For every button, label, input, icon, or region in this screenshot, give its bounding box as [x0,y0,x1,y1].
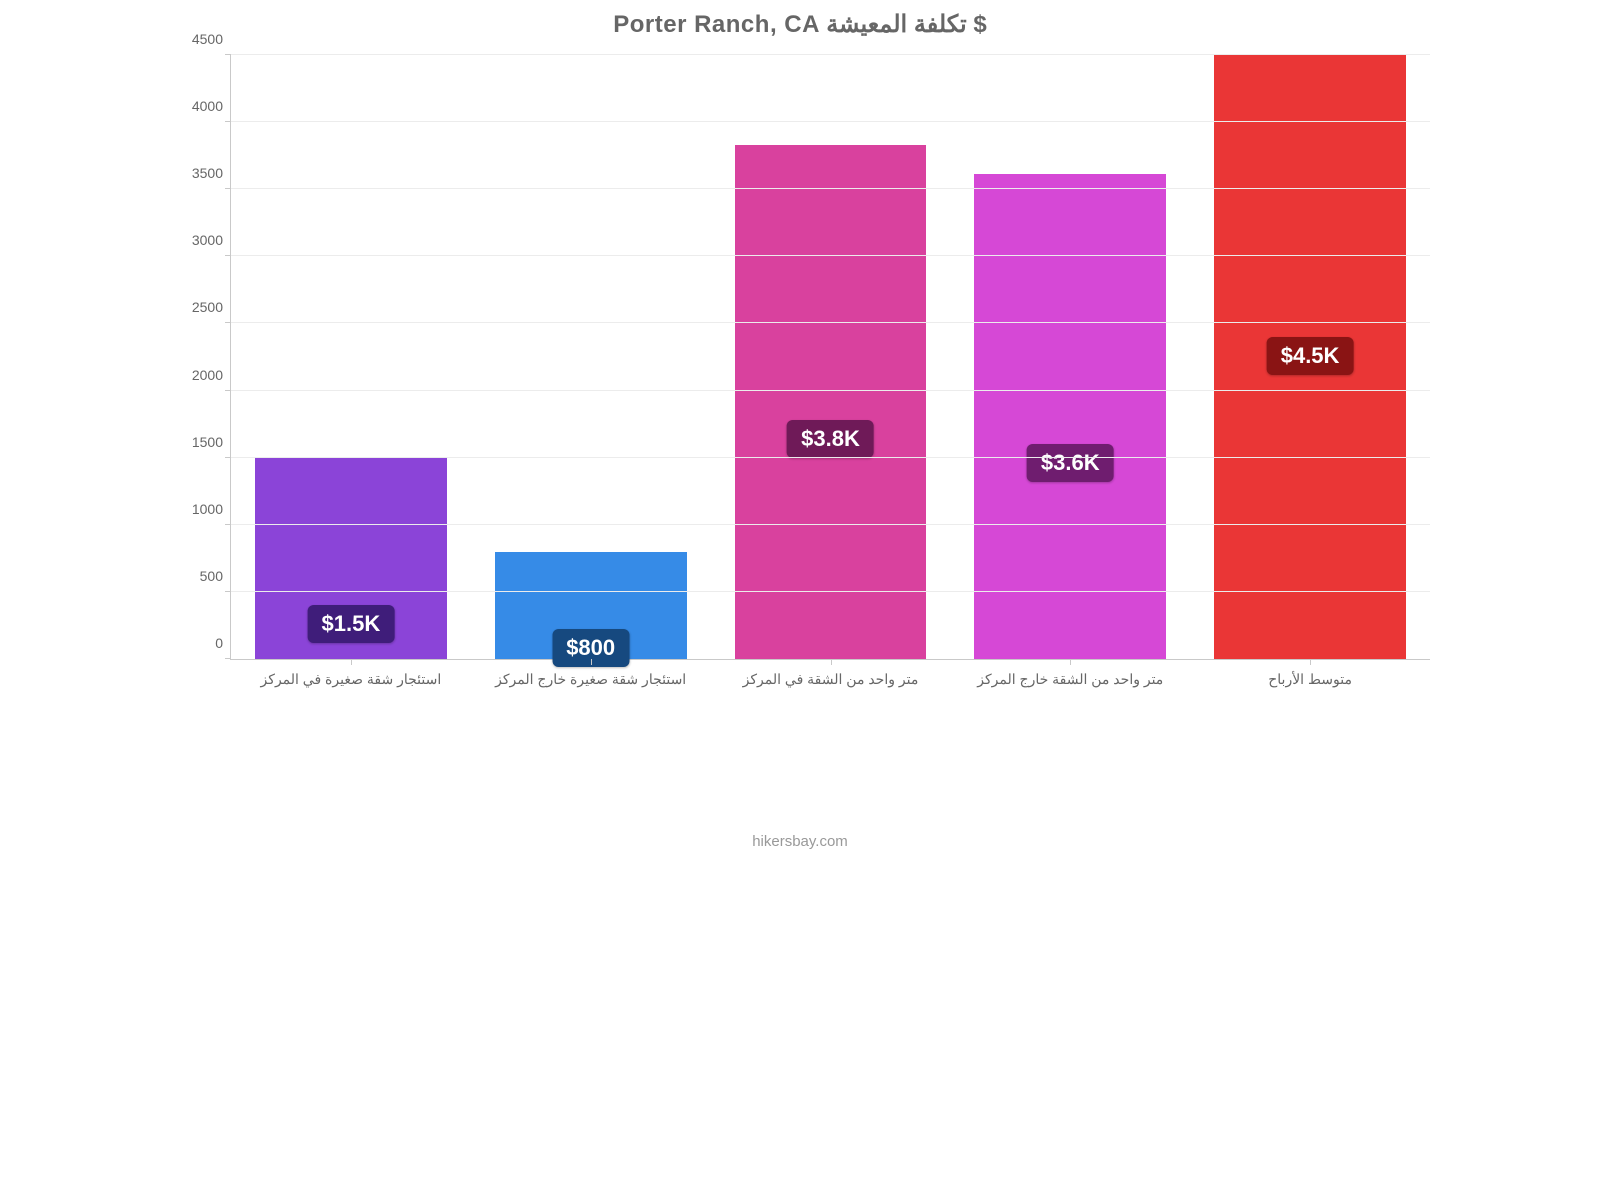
y-tick-mark [225,255,231,256]
value-badge: $3.6K [1027,444,1114,482]
gridline [231,121,1430,122]
gridline [231,255,1430,256]
plot-area: $1.5K$800$3.8K$3.6K$4.5K 050010001500200… [230,55,1430,660]
x-tick-mark [591,659,592,665]
source-credit: hikersbay.com [160,833,1440,850]
category-label: متر واحد من الشقة في المركز [743,671,919,688]
x-tick-mark [1310,659,1311,665]
bar: $1.5K [255,458,447,659]
x-tick-mark [351,659,352,665]
y-tick-mark [225,524,231,525]
category-label: استئجار شقة صغيرة في المركز [261,671,442,688]
y-tick-label: 3500 [192,165,231,181]
gridline [231,322,1430,323]
chart-title: Porter Ranch, CA تكلفة المعيشة $ [160,10,1440,39]
x-tick-mark [831,659,832,665]
gridline [231,457,1430,458]
bar: $800 [495,552,687,659]
gridline [231,524,1430,525]
gridline [231,54,1430,55]
category-label: استئجار شقة صغيرة خارج المركز [495,671,686,688]
y-tick-label: 0 [215,635,231,651]
cost-of-living-chart: Porter Ranch, CA تكلفة المعيشة $ $1.5K $8… [160,0,1440,960]
category-label: متر واحد من الشقة خارج المركز [977,671,1163,688]
bar: $3.6K [974,174,1166,659]
y-tick-label: 3000 [192,232,231,248]
bars-layer: $1.5K $800 $3.8K $3.6K $4.5K [231,55,1430,659]
gridline [231,188,1430,189]
y-tick-mark [225,390,231,391]
y-tick-mark [225,188,231,189]
category-label: متوسط الأرباح [1268,671,1352,688]
bar: $3.8K [735,145,927,659]
y-tick-mark [225,322,231,323]
y-tick-label: 500 [200,568,231,584]
y-tick-mark [225,591,231,592]
value-badge: $4.5K [1267,337,1354,375]
y-tick-mark [225,54,231,55]
y-tick-mark [225,658,231,659]
y-tick-label: 4500 [192,31,231,47]
value-badge: $1.5K [308,605,395,643]
y-tick-label: 1000 [192,501,231,517]
y-tick-mark [225,121,231,122]
y-tick-label: 1500 [192,434,231,450]
y-tick-mark [225,457,231,458]
value-badge: $3.8K [787,420,874,458]
gridline [231,591,1430,592]
bar: $4.5K [1214,55,1406,659]
y-tick-label: 2000 [192,367,231,383]
y-tick-label: 4000 [192,98,231,114]
y-tick-label: 2500 [192,299,231,315]
x-tick-mark [1070,659,1071,665]
gridline [231,390,1430,391]
